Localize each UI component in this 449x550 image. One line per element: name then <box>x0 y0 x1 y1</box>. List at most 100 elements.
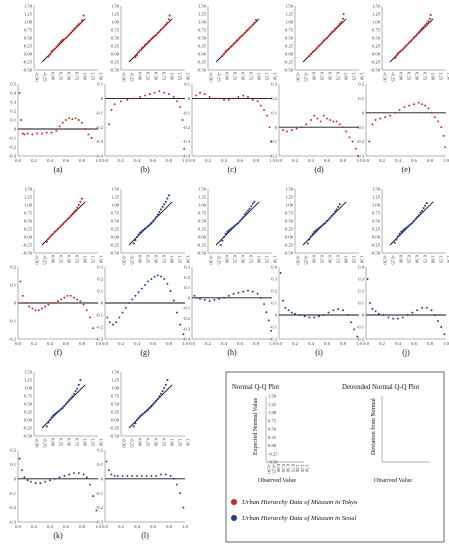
detrended-point <box>298 314 301 316</box>
detrended-y-tick-label: -0.2 <box>357 139 365 144</box>
qq-y-tick-label: -0.50 <box>370 251 380 256</box>
qq-point <box>406 43 409 46</box>
qq-point <box>224 50 227 53</box>
qq-y-tick-label: 1.00 <box>285 203 294 208</box>
detrended-y-tick-label: 0.3 <box>271 277 277 282</box>
detrended-point <box>137 291 140 294</box>
qq-point <box>222 52 226 56</box>
detrended-y-tick-label: -0.1 <box>9 136 17 141</box>
detrended-y-tick-label: 0 <box>101 301 104 306</box>
detrended-point <box>263 303 265 305</box>
qq-y-tick-label: 0.50 <box>372 219 381 224</box>
detrended-x-tick-label: 0.2 <box>205 158 211 163</box>
qq-point <box>76 24 79 27</box>
detrended-y-tick-label: -0.2 <box>270 337 278 342</box>
detrended-point <box>95 509 98 512</box>
detrended-x-tick-label: 0.2 <box>31 524 37 529</box>
qq-x-tick-label: 1.50 <box>186 438 191 447</box>
qq-point <box>394 56 397 59</box>
qq-point <box>150 37 153 40</box>
detrended-point <box>29 480 32 483</box>
qq-point <box>332 29 335 33</box>
detrended-point <box>76 298 79 301</box>
qq-x-tick-label: 0.50 <box>415 72 420 81</box>
detrended-x-tick-label: 0.0 <box>189 158 195 163</box>
qq-point <box>416 216 419 219</box>
detrended-x-tick-label: 0.8 <box>166 158 172 163</box>
qq-point <box>243 31 246 34</box>
detrended-point <box>126 98 129 101</box>
legend-seoul-marker <box>231 515 237 521</box>
detrended-point <box>23 133 26 136</box>
qq-point <box>226 230 229 233</box>
panel-i: 1.501.251.000.750.500.250.00-0.25-0.50-0… <box>270 187 365 357</box>
qq-point <box>137 233 140 236</box>
detrended-point <box>316 117 319 120</box>
qq-point <box>77 23 80 26</box>
detrended-point <box>332 120 335 123</box>
detrended-y-tick-label: -0.2 <box>96 505 104 510</box>
detrended-x-tick-label: 0.2 <box>31 341 37 346</box>
detrended-point <box>108 321 111 324</box>
qq-y-tick-label: 0.75 <box>372 28 381 33</box>
qq-point <box>53 413 56 416</box>
detrended-point <box>256 100 259 103</box>
qq-x-tick-label: 0.50 <box>67 438 72 447</box>
qq-point <box>429 13 432 17</box>
detrended-point <box>121 474 124 477</box>
legend-normal-y-tick-label: 0.50 <box>268 427 277 432</box>
legend-normal-x-tick-label: 0.50 <box>286 464 291 473</box>
qq-y-tick-label: 1.00 <box>372 20 381 25</box>
qq-point <box>72 392 76 395</box>
detrended-point <box>259 296 262 299</box>
qq-y-tick-label: -0.50 <box>370 68 380 73</box>
detrended-point <box>74 117 77 120</box>
detrended-point <box>26 479 29 482</box>
qq-y-tick-label: -0.25 <box>196 60 206 65</box>
detrended-y-tick-label: 0.2 <box>10 109 16 114</box>
qq-y-tick-label: 0.25 <box>372 227 381 232</box>
detrended-point <box>66 294 69 297</box>
qq-point <box>143 411 147 414</box>
qq-point <box>393 241 396 244</box>
detrended-point <box>357 155 360 157</box>
qq-y-tick-label: 0.75 <box>198 211 207 216</box>
detrended-x-tick-label: 0.8 <box>79 158 85 163</box>
qq-point <box>56 410 60 413</box>
detrended-y-tick-label: 0 <box>101 96 104 101</box>
detrended-y-tick-label: 0.3 <box>358 277 364 282</box>
qq-point <box>60 40 63 43</box>
detrended-point <box>424 104 427 107</box>
qq-x-tick-label: 1.50 <box>99 438 104 447</box>
qq-point <box>166 378 169 382</box>
qq-point <box>151 403 155 406</box>
detrended-point <box>182 506 185 509</box>
qq-x-tick-label: 1.25 <box>91 72 96 81</box>
legend-tokyo-marker <box>231 499 237 505</box>
detrended-x-tick-label: 0.4 <box>134 341 140 346</box>
qq-y-tick-label: -0.50 <box>196 68 206 73</box>
qq-x-tick-label: 0.75 <box>249 255 254 264</box>
detrended-point <box>148 93 151 96</box>
qq-point <box>248 26 251 29</box>
detrended-y-tick-label: 0.2 <box>271 96 277 101</box>
qq-point <box>137 417 140 420</box>
qq-point <box>245 29 248 33</box>
qq-y-tick-label: -0.25 <box>370 60 380 65</box>
detrended-point <box>416 309 419 312</box>
qq-y-tick-label: 0.75 <box>111 28 120 33</box>
detrended-point <box>242 94 245 97</box>
qq-point <box>240 218 243 221</box>
qq-x-tick-label: -0.25 <box>217 255 222 265</box>
qq-y-tick-label: 0.25 <box>24 227 33 232</box>
qq-point <box>52 414 55 417</box>
detrended-x-tick-label: 0.2 <box>118 524 124 529</box>
detrended-point <box>31 307 34 310</box>
detrended-point <box>199 91 201 94</box>
detrended-point <box>406 314 409 316</box>
qq-x-tick-label: 1.25 <box>178 255 183 264</box>
qq-y-tick-label: 0.00 <box>24 52 33 57</box>
panel-j: 1.501.251.000.750.500.250.00-0.25-0.50-0… <box>357 187 449 357</box>
detrended-y-tick-label: 0.2 <box>358 289 364 294</box>
